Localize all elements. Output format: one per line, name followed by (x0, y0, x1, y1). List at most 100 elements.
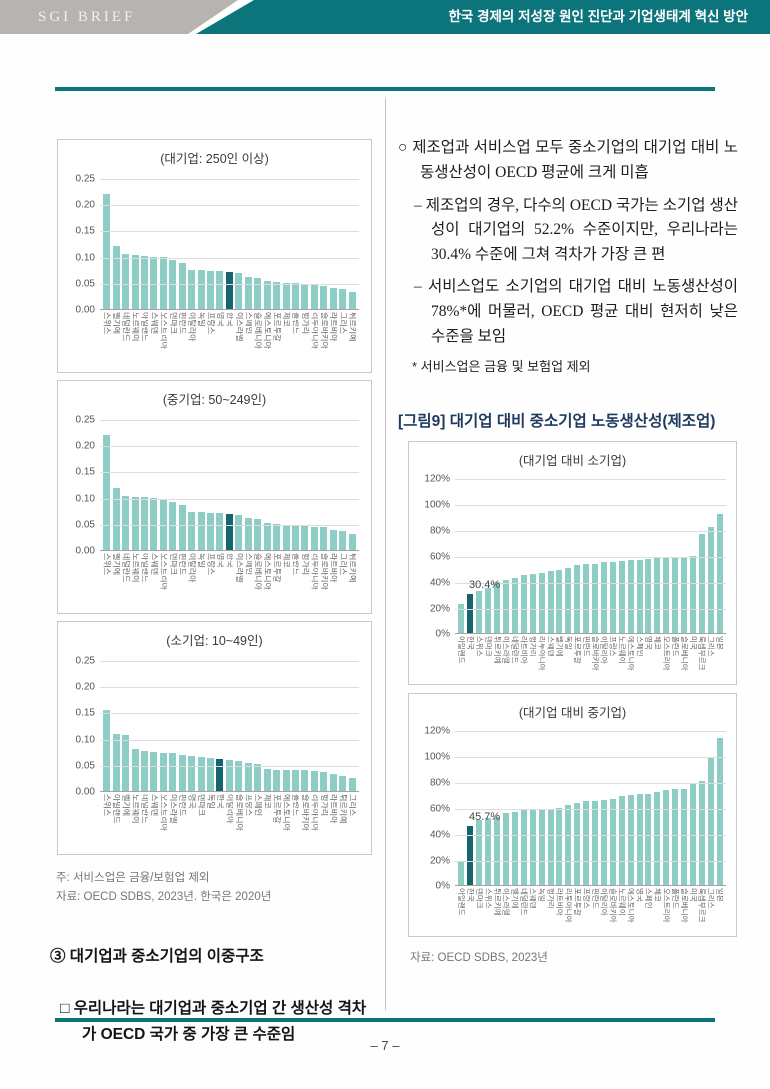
y-tick-label: 0.20 (75, 681, 95, 693)
x-category: 영국 (635, 888, 644, 936)
bar (636, 794, 643, 886)
x-category: 룩셈부르크 (697, 636, 706, 684)
bar (263, 280, 271, 309)
bar-slot (140, 750, 149, 791)
x-category-label: 슬로베니아 (253, 553, 262, 590)
x-category-label: 프랑스 (244, 794, 253, 817)
bar (681, 788, 688, 886)
x-category: 아일랜드 (140, 553, 149, 613)
x-category-label: 튀르키예 (493, 636, 501, 664)
bar (244, 518, 252, 550)
x-category-label: 네덜란드 (520, 888, 528, 916)
bar (159, 498, 167, 550)
x-category-label: 노르웨이 (131, 794, 140, 824)
bar-slot (644, 793, 653, 886)
bar-slot (671, 557, 680, 634)
x-category-label: 라트비아 (329, 794, 338, 824)
report-title: 한국 경제의 저성장 원인 진단과 기업생태계 혁신 방안 (448, 9, 749, 24)
bar-slot (689, 555, 698, 634)
x-category: 슬로베니아 (680, 636, 689, 684)
x-category: 덴마크 (484, 636, 493, 684)
bar-slot (319, 285, 328, 309)
bar-slot (149, 752, 158, 791)
bar (254, 519, 262, 550)
x-category: 영국 (187, 794, 196, 854)
x-category-label: 포르투갈 (573, 888, 581, 916)
bar (329, 530, 337, 550)
gridline (100, 524, 359, 526)
x-category-label: 벨기에 (112, 553, 121, 576)
bar (310, 526, 318, 550)
x-axis-labels: 아일랜드 한국 스위스 덴마크 튀르키예 이스라엘 네덜란드 라트비아 헝가리 리투아니아 스웨덴 벨… (455, 634, 726, 684)
x-category-label: 슬로베니아 (253, 312, 262, 349)
bar (502, 580, 509, 634)
x-category-label: 아일랜드 (140, 312, 149, 342)
x-category-label: 슬로베니아 (680, 636, 688, 671)
x-category-label: 일본 (715, 888, 724, 903)
x-category: 스페인 (244, 553, 253, 613)
bar (197, 757, 205, 791)
footnote: * 서비스업은 금융 및 보험업 제외 (412, 359, 591, 375)
y-tick-label: 40% (429, 577, 450, 589)
x-category-label: 스웨덴 (149, 312, 158, 335)
bar-slot (338, 775, 347, 791)
x-category-label: 폴란드 (671, 888, 679, 910)
bar-slot (626, 794, 635, 886)
bar-slot (582, 801, 591, 886)
bar-slot (178, 754, 187, 791)
x-category: 독일 (206, 794, 215, 854)
gridline (455, 505, 726, 507)
bar-slot (715, 513, 724, 634)
bar (627, 794, 634, 886)
x-category-label: 오스트리아 (159, 312, 168, 349)
bar-slot (149, 497, 158, 550)
x-category-label: 영국 (635, 888, 644, 903)
bar (583, 801, 590, 886)
x-category-label: 체코 (653, 888, 662, 903)
bar (348, 777, 356, 791)
bar (263, 769, 271, 791)
bar (618, 795, 625, 886)
x-category-label: 스웨덴 (528, 888, 537, 910)
x-category: 오스트리아 (159, 553, 168, 613)
x-category-label: 체코 (263, 794, 272, 809)
x-category-label: 헝가리 (546, 888, 555, 910)
bar-slot (234, 514, 243, 550)
x-category-label: 벨기에 (121, 794, 130, 817)
x-category-label: 일본 (715, 636, 724, 651)
x-category-label: 스웨덴 (149, 553, 158, 576)
x-category-label: 벨기에 (112, 312, 121, 335)
bar-slot (206, 270, 215, 309)
x-category: 슬로베니아 (253, 312, 262, 372)
y-tick-label: 0.25 (75, 655, 95, 667)
x-category-label: 튀르키예 (338, 794, 347, 824)
x-category-label: 폴란드 (671, 636, 679, 658)
x-category-label: 이스라엘 (234, 553, 243, 583)
x-category: 포르투갈 (573, 888, 582, 936)
x-category: 핀란드 (582, 636, 591, 684)
x-category-label: 이스라엘 (502, 888, 510, 916)
x-category-label: 영국 (215, 553, 224, 568)
bar (112, 246, 120, 309)
bar (348, 533, 356, 550)
gridline (100, 713, 359, 715)
bar (716, 513, 723, 634)
x-category: 리투아니아 (310, 794, 319, 854)
x-category-label: 덴마크 (168, 312, 177, 335)
x-category-label: 스위스 (102, 794, 111, 817)
x-category-label: 스위스 (475, 636, 484, 658)
x-category-label: 스페인 (635, 636, 644, 658)
x-category-label: 포르투갈 (272, 794, 281, 824)
x-category-label: 튀르키예 (348, 312, 357, 342)
x-category: 이스라엘 (234, 553, 243, 613)
bar-slot (225, 514, 234, 550)
x-category-label: 노르웨이 (618, 888, 626, 916)
x-category-label: 슬로바키아 (319, 553, 328, 590)
x-category-label: 스페인 (244, 553, 253, 576)
bar (339, 531, 347, 550)
bar (235, 273, 243, 309)
y-tick-label: 0.05 (75, 519, 95, 531)
bar-slot (564, 567, 573, 634)
bar-slot (715, 738, 724, 886)
x-category: 리투아니아 (310, 312, 319, 372)
